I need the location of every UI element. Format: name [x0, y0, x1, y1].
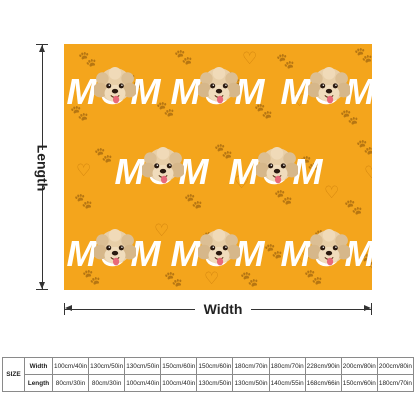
dog-face-photo: [308, 229, 350, 271]
size-value-cell: 150cm/60in: [340, 374, 378, 392]
mom-dog-motif: MOM: [171, 62, 265, 122]
size-value-cell: 130cm/50in: [232, 374, 270, 392]
size-value-cell: 100cm/40in: [51, 357, 90, 375]
arrow-right-icon: [364, 305, 371, 311]
size-value-cell: 100cm/40in: [160, 374, 198, 392]
width-label: Width: [195, 300, 251, 318]
mom-dog-motif: MOM: [281, 62, 372, 122]
heart-icon: ♡: [324, 183, 340, 202]
paw-print-icon: 🐾: [354, 47, 372, 64]
heart-icon: ♡: [242, 49, 258, 68]
size-row-length: Length 80cm/30in 80cm/30in 100cm/40in 100cm…: [3, 374, 415, 392]
paw-print-icon: 🐾: [174, 49, 193, 66]
length-label: Length: [34, 144, 50, 192]
dog-face-photo: [198, 229, 240, 271]
size-value-cell: 228cm/90in: [304, 357, 342, 375]
paw-print-icon: 🐾: [304, 269, 323, 286]
dog-face-photo: [94, 229, 136, 271]
paw-print-icon: 🐾: [254, 103, 273, 120]
paw-print-icon: 🐾: [300, 155, 319, 172]
paw-print-icon: 🐾: [274, 189, 293, 206]
row-label: Length: [24, 374, 53, 392]
size-value-cell: 80cm/30in: [51, 374, 90, 392]
size-table: SIZE Width 100cm/40in 130cm/50in 130cm/50i…: [2, 357, 415, 392]
row-label: Width: [24, 357, 53, 375]
mom-dog-motif: MOM: [229, 142, 323, 202]
paw-print-icon: 🐾: [78, 51, 97, 68]
dog-face-photo: [94, 67, 136, 109]
dog-face-photo: [142, 147, 184, 189]
paw-print-icon: 🐾: [344, 199, 363, 216]
size-value-cell: 150cm/60in: [196, 357, 234, 375]
arrow-down-icon: [38, 282, 45, 289]
paw-print-icon: 🐾: [240, 271, 259, 288]
heart-icon: ♡: [292, 91, 308, 110]
heart-icon: ♡: [76, 161, 92, 180]
size-value-cell: 130cm/50in: [124, 357, 162, 375]
size-value-cell: 140cm/55in: [268, 374, 306, 392]
length-label-wrap: Length: [30, 145, 54, 191]
heart-icon: ♡: [154, 221, 170, 240]
mom-dog-motif: MOM: [281, 224, 372, 284]
mom-dog-motif: MOM: [67, 62, 161, 122]
size-value-cell: 180cm/70in: [268, 357, 306, 375]
paw-print-icon: 🐾: [74, 193, 93, 210]
arrow-left-icon: [65, 305, 72, 311]
paw-print-icon: 🐾: [82, 269, 101, 286]
arrow-up-icon: [38, 45, 45, 52]
size-value-cell: 150cm/60in: [160, 357, 198, 375]
size-value-cell: 130cm/50in: [88, 357, 126, 375]
size-value-cell: 200cm/80in: [340, 357, 378, 375]
heart-icon: ♡: [234, 173, 250, 192]
mom-dog-motif: MOM: [115, 142, 209, 202]
paw-print-icon: 🐾: [264, 243, 283, 260]
size-value-cell: 180cm/70in: [376, 374, 415, 392]
paw-print-icon: 🐾: [356, 139, 372, 156]
mom-dog-motif: MOM: [67, 224, 161, 284]
dog-face-photo: [308, 67, 350, 109]
size-value-cell: 100cm/40in: [124, 374, 162, 392]
size-row-width: SIZE Width 100cm/40in 130cm/50in 130cm/50i…: [2, 357, 415, 392]
dog-face-photo: [198, 67, 240, 109]
size-value-cell: 200cm/80in: [376, 357, 415, 375]
blanket-preview: 🐾🐾🐾🐾🐾🐾🐾🐾🐾🐾🐾🐾🐾🐾🐾🐾🐾🐾🐾🐾🐾🐾🐾🐾🐾🐾🐾🐾🐾♡♡♡♡♡♡♡♡♡♡M…: [64, 44, 372, 290]
paw-print-icon: 🐾: [276, 53, 295, 70]
heart-icon: ♡: [296, 249, 312, 268]
paw-print-icon: 🐾: [164, 271, 183, 288]
heart-icon: ♡: [364, 163, 372, 182]
mom-dog-motif: MOM: [171, 224, 265, 284]
paw-print-icon: 🐾: [156, 101, 175, 118]
paw-print-icon: 🐾: [70, 105, 89, 122]
size-value-cell: 168cm/66in: [304, 374, 342, 392]
size-header: SIZE: [2, 357, 25, 392]
paw-print-icon: 🐾: [360, 253, 372, 270]
paw-print-icon: 🐾: [340, 109, 359, 126]
size-value-cell: 80cm/30in: [88, 374, 126, 392]
size-value-cell: 130cm/50in: [196, 374, 234, 392]
heart-icon: ♡: [204, 269, 220, 288]
paw-print-icon: 🐾: [184, 193, 203, 210]
size-value-cell: 180cm/70in: [232, 357, 270, 375]
paw-print-icon: 🐾: [94, 147, 113, 164]
paw-print-icon: 🐾: [214, 143, 233, 160]
dog-face-photo: [256, 147, 298, 189]
